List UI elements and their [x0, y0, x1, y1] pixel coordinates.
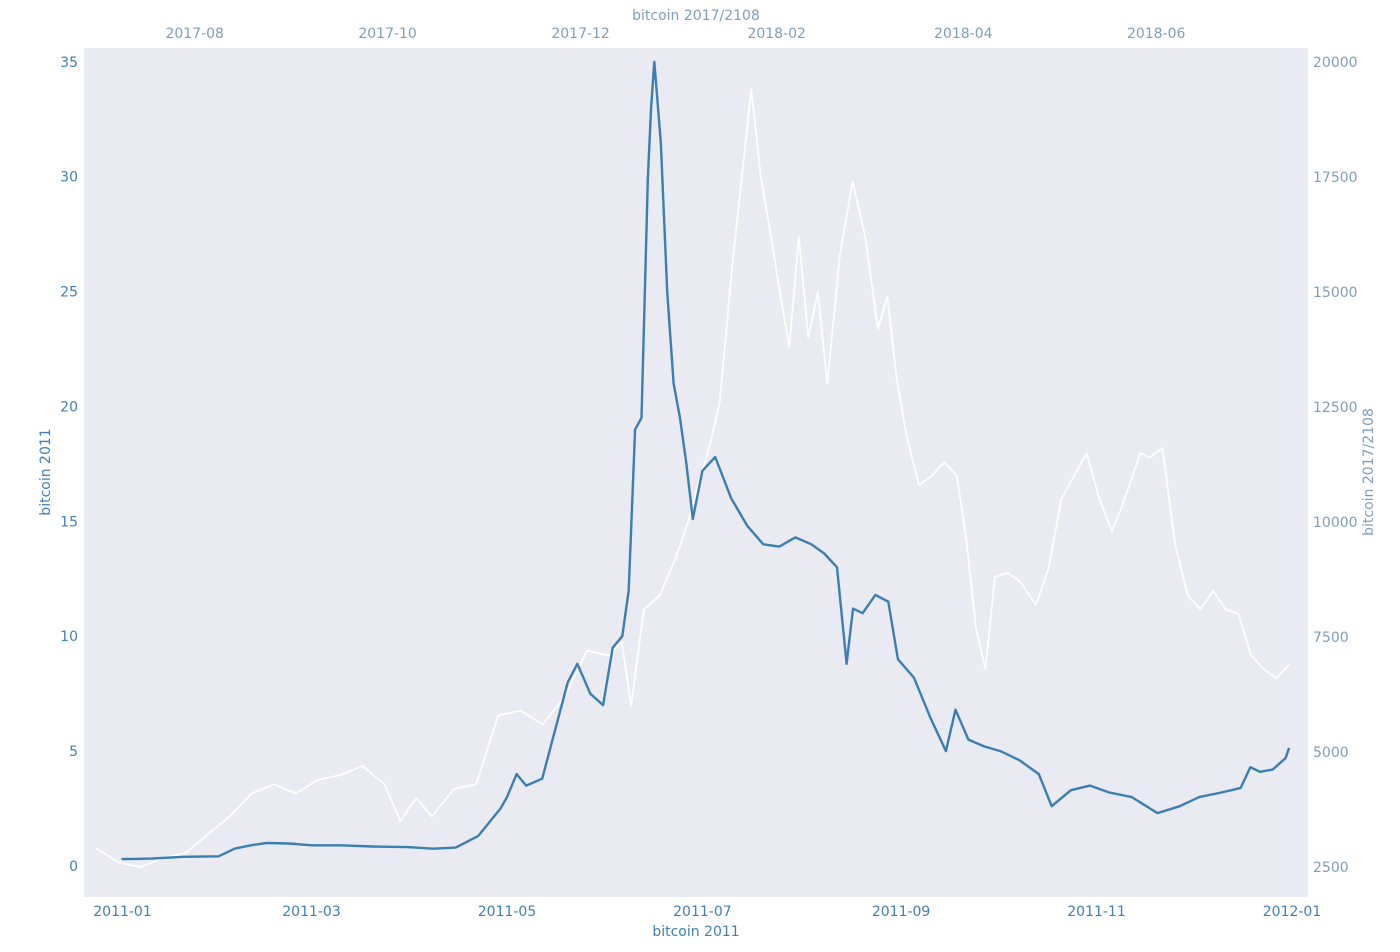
y-axis-right-tick-label: 20000 — [1313, 55, 1358, 71]
x-axis-top: 2017-08 2017-10 2017-12 2018-02 2018-04 2018-… — [165, 26, 1185, 42]
y-axis-right-tick-label: 12500 — [1313, 400, 1358, 416]
series-layer — [95, 60, 1290, 868]
y-axis-left-tick-label: 10 — [60, 629, 78, 645]
y-axis-left-tick-label: 5 — [69, 744, 78, 760]
y-axis-right-tick-label: 5000 — [1313, 745, 1349, 761]
x-axis-top-tick-label: 2017-10 — [358, 26, 417, 42]
y-axis-left-tick-label: 35 — [60, 55, 78, 71]
y-axis-right-tick-label: 10000 — [1313, 515, 1358, 531]
x-axis-bottom-tick-label: 2011-05 — [478, 904, 537, 920]
x-axis-top-tick-label: 2018-06 — [1127, 26, 1186, 42]
y-axis-left-label: bitcoin 2011 — [38, 428, 54, 515]
x-axis-bottom-tick-label: 2012-01 — [1263, 904, 1322, 920]
y-axis-left-tick-label: 15 — [60, 514, 78, 530]
x-axis-top-tick-label: 2018-04 — [934, 26, 993, 42]
y-axis-right-label: bitcoin 2017/2108 — [1361, 408, 1377, 536]
x-axis-top-tick-label: 2017-12 — [551, 26, 610, 42]
series-line-2017-2018 — [95, 88, 1290, 868]
x-axis-bottom-tick-label: 2011-03 — [282, 904, 341, 920]
y-axis-left-tick-label: 30 — [60, 170, 78, 186]
y-axis-right-tick-label: 7500 — [1313, 630, 1349, 646]
y-axis-right-tick-label: 2500 — [1313, 860, 1349, 876]
y-axis-left-tick-label: 0 — [69, 859, 78, 875]
y-axis-right-tick-label: 15000 — [1313, 285, 1358, 301]
y-axis-right-tick-label: 17500 — [1313, 170, 1358, 186]
x-axis-top-tick-label: 2018-02 — [747, 26, 806, 42]
x-axis-bottom-tick-label: 2011-11 — [1067, 904, 1126, 920]
y-axis-left: 0 5 10 15 20 25 30 35 — [60, 55, 78, 875]
x-axis-bottom: 2011-01 2011-03 2011-05 2011-07 2011-09 2011-… — [93, 904, 1321, 920]
x-axis-top-label: bitcoin 2017/2108 — [632, 8, 760, 24]
x-axis-top-tick-label: 2017-08 — [165, 26, 224, 42]
y-axis-left-tick-label: 25 — [60, 285, 78, 301]
y-axis-left-tick-label: 20 — [60, 399, 78, 415]
x-axis-bottom-label: bitcoin 2011 — [652, 924, 739, 940]
y-axis-right: 2500 5000 7500 10000 12500 15000 17500 20000 — [1313, 55, 1358, 876]
x-axis-bottom-tick-label: 2011-01 — [93, 904, 152, 920]
x-axis-bottom-tick-label: 2011-09 — [872, 904, 931, 920]
x-axis-bottom-tick-label: 2011-07 — [673, 904, 732, 920]
series-line-2011 — [121, 60, 1290, 861]
plot-background — [84, 48, 1308, 897]
